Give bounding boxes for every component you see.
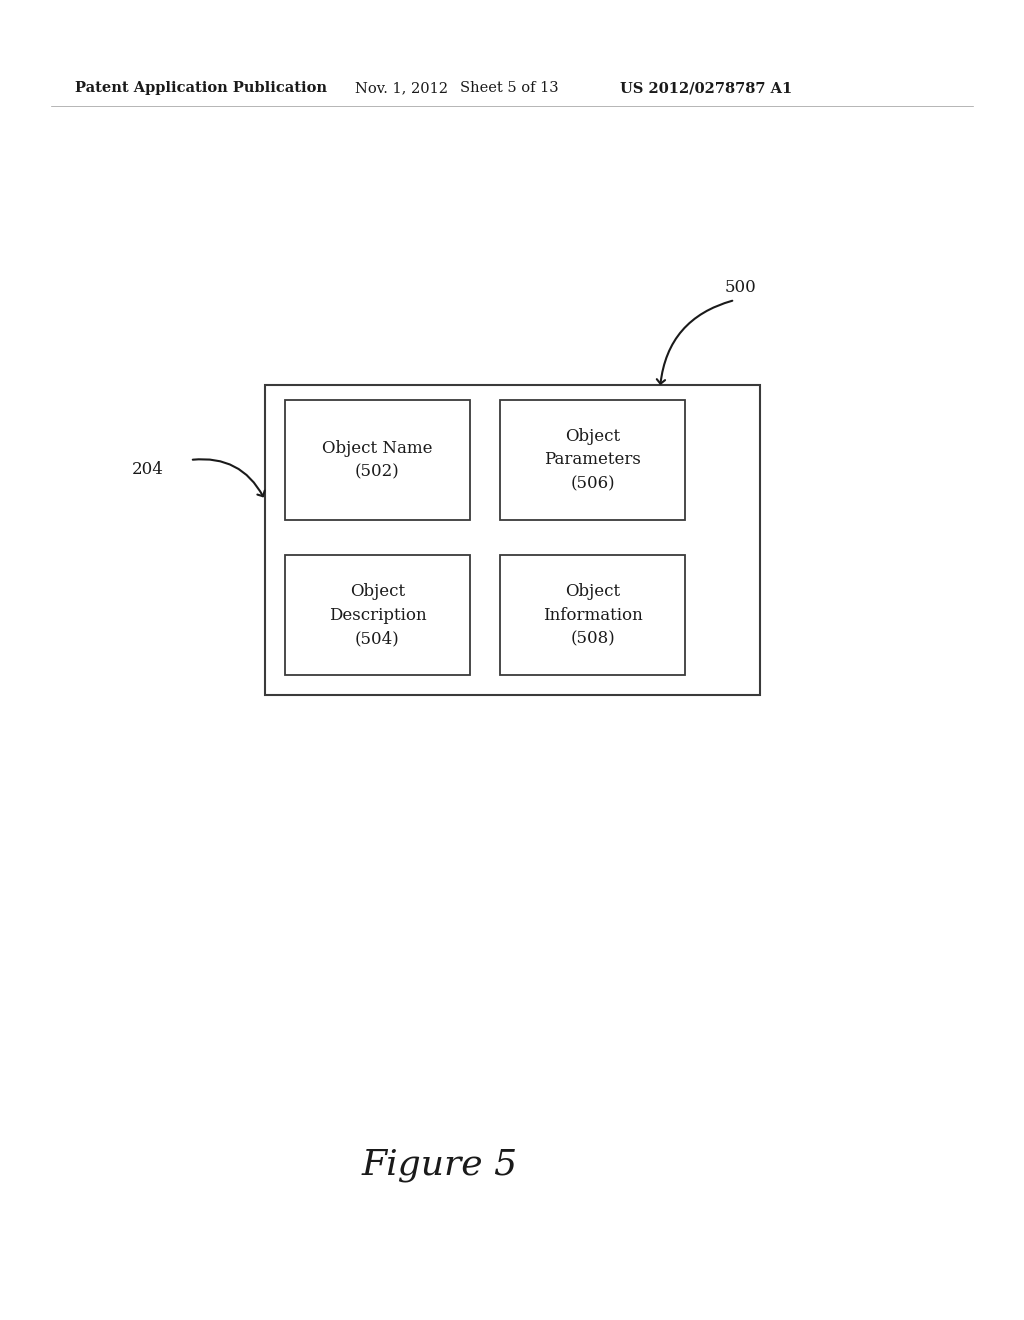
Bar: [500, 554, 685, 675]
Bar: [285, 400, 470, 520]
Text: Object Name
(502): Object Name (502): [323, 440, 433, 480]
Text: Figure 5: Figure 5: [361, 1148, 518, 1181]
Text: Sheet 5 of 13: Sheet 5 of 13: [460, 81, 559, 95]
Bar: [285, 554, 470, 675]
Text: 500: 500: [724, 280, 756, 297]
Bar: [500, 400, 685, 520]
Text: US 2012/0278787 A1: US 2012/0278787 A1: [620, 81, 793, 95]
Text: 204: 204: [132, 462, 164, 479]
Text: Object
Parameters
(506): Object Parameters (506): [544, 428, 641, 492]
Bar: [265, 385, 760, 696]
Text: Nov. 1, 2012: Nov. 1, 2012: [355, 81, 449, 95]
Text: Patent Application Publication: Patent Application Publication: [75, 81, 327, 95]
Text: Object
Description
(504): Object Description (504): [329, 583, 426, 647]
Text: Object
Information
(508): Object Information (508): [543, 583, 642, 647]
